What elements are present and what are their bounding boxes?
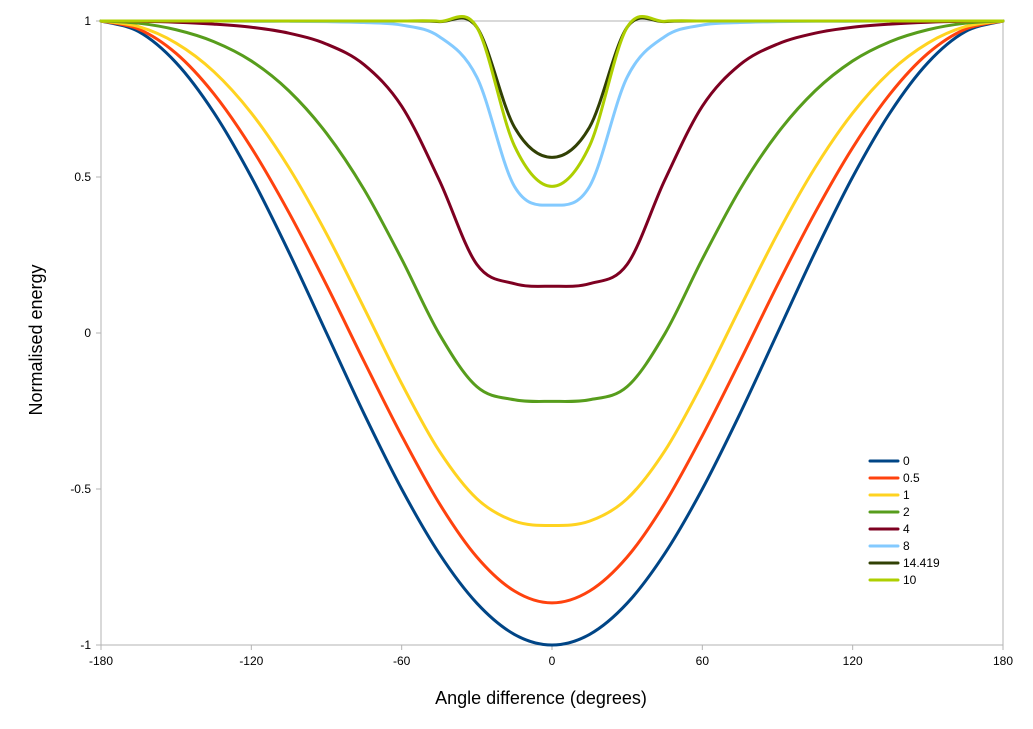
y-axis-ticks: 1 0.5 0 -0.5 -1 — [70, 14, 101, 652]
series-line-0 — [99, 19, 1005, 647]
legend-label: 2 — [903, 505, 910, 519]
series-line-2 — [99, 19, 1005, 403]
legend-label: 14.419 — [903, 556, 940, 570]
y-tick-label: -0.5 — [70, 482, 91, 496]
x-tick-label: 180 — [993, 654, 1013, 668]
series-line-4 — [99, 19, 1005, 288]
x-tick-label: -60 — [393, 654, 411, 668]
x-tick-label: 60 — [696, 654, 710, 668]
series-lines — [99, 15, 1005, 647]
x-tick-label: -180 — [89, 654, 113, 668]
y-axis-title: Normalised energy — [26, 264, 46, 415]
y-tick-label: 0 — [84, 326, 91, 340]
legend-label: 1 — [903, 488, 910, 502]
series-line-10 — [99, 15, 1005, 188]
legend: 0 0.5 1 2 4 8 14.419 10 — [868, 454, 940, 587]
legend-label: 0 — [903, 454, 910, 468]
legend-label: 8 — [903, 539, 910, 553]
series-line-0-5 — [99, 19, 1005, 605]
series-line-1 — [99, 19, 1005, 528]
legend-label: 10 — [903, 573, 917, 587]
legend-label: 0.5 — [903, 471, 920, 485]
x-axis-title: Angle difference (degrees) — [435, 688, 647, 708]
y-tick-label: -1 — [80, 638, 91, 652]
x-tick-label: -120 — [239, 654, 263, 668]
legend-label: 4 — [903, 522, 910, 536]
x-tick-label: 120 — [843, 654, 863, 668]
x-tick-label: 0 — [549, 654, 556, 668]
y-tick-label: 0.5 — [74, 170, 91, 184]
y-tick-label: 1 — [84, 14, 91, 28]
x-axis-ticks: -180 -120 -60 0 60 120 180 — [89, 645, 1013, 668]
